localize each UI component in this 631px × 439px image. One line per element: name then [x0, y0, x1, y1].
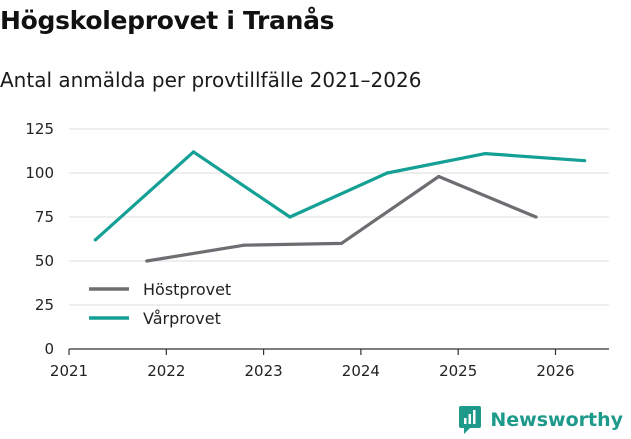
x-tick-label-2025: 2025 [439, 362, 477, 380]
y-tick-label-0: 0 [44, 340, 54, 358]
data-point-vårprovet-4 [483, 152, 488, 156]
legend-label-vårprovet: Vårprovet [143, 309, 221, 328]
y-tick-label-50: 50 [35, 252, 54, 270]
data-point-höstprovet-3 [437, 174, 441, 179]
legend: Höstprovet Vårprovet [89, 280, 231, 328]
brand-name: Newsworthy [490, 409, 623, 431]
data-point-vårprovet-0 [93, 238, 97, 242]
x-tick-label-2022: 2022 [147, 362, 185, 380]
data-point-vårprovet-1 [191, 150, 196, 154]
chart-subtitle: Antal anmälda per provtillfälle 2021–202… [0, 68, 422, 92]
chart-title: Högskoleprovet i Tranås [0, 6, 335, 35]
series-line-höstprovet [146, 174, 537, 263]
y-tick-label-125: 125 [25, 120, 54, 138]
series-lines [93, 150, 587, 263]
data-point-vårprovet-2 [288, 215, 292, 219]
data-point-höstprovet-2 [339, 241, 344, 245]
legend-label-höstprovet: Höstprovet [143, 280, 231, 299]
x-axis: 2021 2022 2023 2024 2025 2026 [50, 348, 609, 380]
y-tick-label-100: 100 [25, 164, 54, 182]
grid-lines [69, 128, 609, 306]
x-tick-label-2026: 2026 [536, 362, 574, 380]
data-point-vårprovet-3 [385, 171, 389, 175]
y-tick-label-75: 75 [35, 208, 54, 226]
y-tick-label-25: 25 [35, 296, 54, 314]
newsworthy-logo-icon [459, 406, 482, 434]
series-line-vårprovet [94, 150, 585, 242]
y-axis-ticks: 0 25 50 75 100 125 [25, 120, 54, 358]
data-point-höstprovet-4 [534, 215, 538, 219]
x-tick-label-2023: 2023 [245, 362, 283, 380]
data-point-vårprovet-5 [583, 159, 587, 163]
data-point-höstprovet-1 [242, 243, 246, 247]
x-tick-label-2021: 2021 [50, 362, 88, 380]
data-point-höstprovet-0 [145, 259, 149, 263]
brand-logo: Newsworthy [458, 405, 623, 435]
x-tick-label-2024: 2024 [342, 362, 380, 380]
line-chart: 0 25 50 75 100 125 2021 2022 2023 2024 2025 2026 H… [25, 120, 609, 380]
